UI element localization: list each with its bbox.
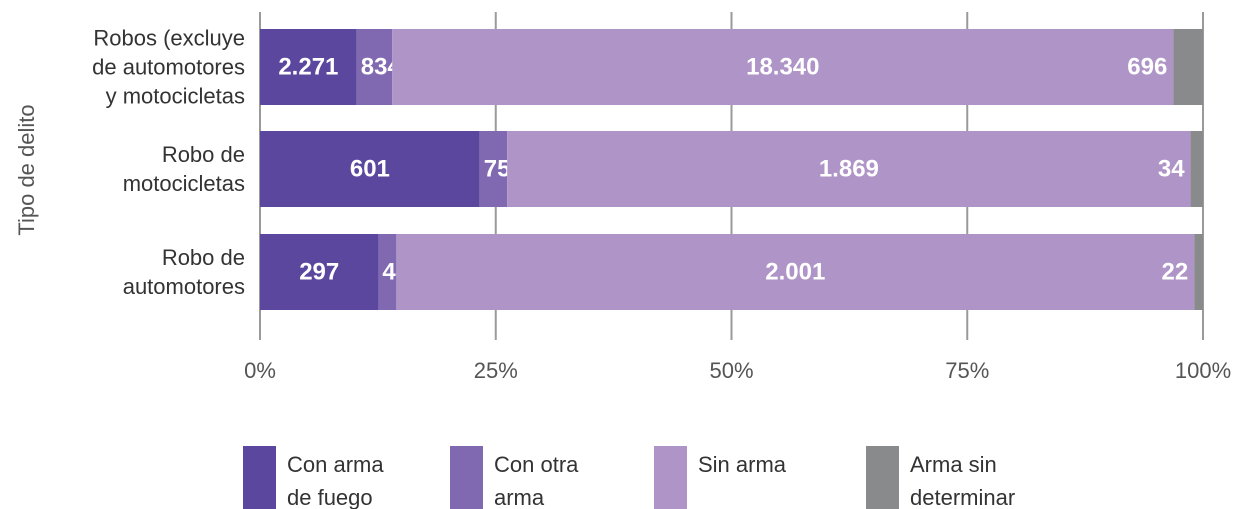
legend-label: Con arma de fuego [287, 452, 384, 509]
x-tick-label: 100% [1175, 358, 1231, 383]
category-label: Robo de motocicletas [122, 142, 245, 196]
data-label: 297 [299, 258, 339, 285]
y-axis-title: Tipo de delito [14, 104, 39, 235]
data-label: 601 [350, 155, 390, 182]
bar-segment [260, 131, 480, 207]
x-tick-label: 50% [709, 358, 753, 383]
bar-segment [378, 234, 397, 310]
legend-label: Sin arma [698, 452, 787, 477]
bar-segment [260, 29, 357, 105]
legend-swatch [450, 446, 483, 509]
legend-label: Arma sin determinar [910, 452, 1016, 509]
legend-swatch [866, 446, 899, 509]
bar-segment [392, 29, 1174, 105]
data-label: 696 [1127, 53, 1167, 80]
bar-segment [1173, 29, 1203, 105]
data-label: 2.001 [765, 258, 825, 285]
x-tick-label: 25% [474, 358, 518, 383]
legend-swatch [243, 446, 276, 509]
bar-segment [260, 234, 379, 310]
bar-segment [507, 131, 1191, 207]
x-tick-label: 75% [945, 358, 989, 383]
bar-segment [356, 29, 393, 105]
bar-segment [479, 131, 508, 207]
legend-swatch [654, 446, 687, 509]
data-label: 1.869 [819, 155, 879, 182]
bar-segment [396, 234, 1195, 310]
legend-label: Con otra arma [494, 452, 579, 509]
data-label: 75 [484, 155, 511, 182]
data-label: 2.271 [278, 53, 338, 80]
bar-segment [1194, 234, 1203, 310]
data-label: 22 [1162, 258, 1189, 285]
data-label: 18.340 [746, 53, 819, 80]
x-tick-label: 0% [244, 358, 276, 383]
category-label: Robos (excluye de automotores y motocicl… [92, 25, 245, 109]
data-label: 34 [1158, 155, 1185, 182]
bar-segment [1190, 131, 1203, 207]
category-label: Robo de automotores [122, 245, 245, 299]
